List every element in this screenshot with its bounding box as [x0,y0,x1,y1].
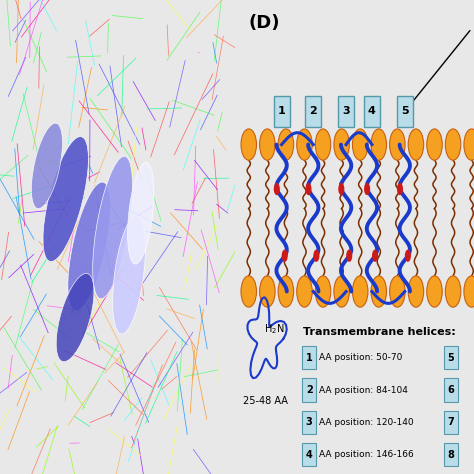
Text: 5: 5 [401,106,409,117]
Text: 2: 2 [306,385,312,395]
FancyBboxPatch shape [338,96,354,127]
FancyBboxPatch shape [302,378,316,402]
Text: 4: 4 [368,106,376,117]
Circle shape [346,249,352,262]
FancyBboxPatch shape [302,346,316,370]
Text: 1: 1 [278,106,285,117]
Text: (D): (D) [249,14,280,32]
FancyBboxPatch shape [444,378,458,402]
Text: Transmembrane helices:: Transmembrane helices: [303,327,456,337]
FancyBboxPatch shape [364,96,380,127]
Text: 25-48 AA: 25-48 AA [243,396,288,406]
Text: 7: 7 [448,417,455,428]
Circle shape [305,183,311,195]
Circle shape [372,249,378,262]
Text: 3: 3 [306,417,312,428]
Text: 1: 1 [306,353,312,363]
Circle shape [278,129,294,160]
FancyBboxPatch shape [444,410,458,434]
Circle shape [427,129,442,160]
Circle shape [334,129,349,160]
FancyBboxPatch shape [302,410,316,434]
Circle shape [464,129,474,160]
Text: AA position: 50-70: AA position: 50-70 [319,354,402,362]
Circle shape [313,249,319,262]
Circle shape [353,129,368,160]
FancyBboxPatch shape [397,96,413,127]
Circle shape [274,183,280,195]
Circle shape [241,129,256,160]
Circle shape [315,276,331,307]
Text: H$_2$N: H$_2$N [264,322,285,337]
Circle shape [364,183,370,195]
Text: AA position: 120-140: AA position: 120-140 [319,418,414,427]
Ellipse shape [43,137,88,262]
Ellipse shape [93,156,133,299]
Ellipse shape [56,273,94,362]
Circle shape [338,183,345,195]
Circle shape [371,129,386,160]
FancyBboxPatch shape [444,346,458,370]
Ellipse shape [113,216,146,334]
Circle shape [446,129,461,160]
FancyBboxPatch shape [305,96,321,127]
Text: 8: 8 [447,449,455,460]
Circle shape [371,276,386,307]
Ellipse shape [128,163,154,264]
FancyBboxPatch shape [302,443,316,466]
Circle shape [405,249,411,262]
Ellipse shape [68,182,110,311]
Circle shape [446,276,461,307]
Text: 4: 4 [306,449,312,460]
Ellipse shape [31,123,63,209]
Circle shape [408,129,424,160]
Text: 3: 3 [342,106,350,117]
Circle shape [353,276,368,307]
Circle shape [278,276,294,307]
Circle shape [260,129,275,160]
Text: 6: 6 [448,385,455,395]
FancyBboxPatch shape [444,443,458,466]
FancyBboxPatch shape [273,96,290,127]
Circle shape [390,129,405,160]
Circle shape [315,129,331,160]
Circle shape [334,276,349,307]
Circle shape [408,276,424,307]
Text: 5: 5 [448,353,455,363]
Circle shape [397,183,403,195]
Circle shape [260,276,275,307]
Text: AA position: 146-166: AA position: 146-166 [319,450,414,459]
Circle shape [427,276,442,307]
Circle shape [297,276,312,307]
Circle shape [241,276,256,307]
Circle shape [282,249,288,262]
Circle shape [390,276,405,307]
Text: 2: 2 [310,106,317,117]
Text: AA position: 84-104: AA position: 84-104 [319,386,408,394]
Circle shape [297,129,312,160]
Circle shape [464,276,474,307]
